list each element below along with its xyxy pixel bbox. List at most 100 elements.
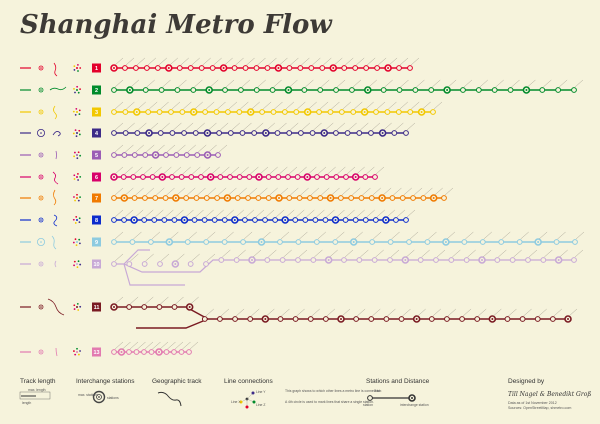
station-label-mark: [240, 166, 249, 175]
station-label-mark: [493, 308, 502, 317]
interchange-station-core: [306, 176, 309, 178]
station-label-mark: [306, 209, 315, 218]
connection-dot: [75, 244, 78, 247]
legend-distance-label: 3 km: [374, 389, 382, 393]
station-label-mark: [279, 187, 289, 196]
station: [274, 130, 281, 136]
station-label-mark: [190, 296, 199, 305]
station-label-mark: [279, 57, 288, 66]
station-label-mark: [114, 209, 124, 218]
legend-connection-dot: [239, 400, 243, 404]
station-label-mark: [149, 101, 158, 110]
line-number-5: 5: [95, 153, 98, 159]
station-label-mark: [153, 166, 162, 175]
connection-center: [76, 197, 78, 199]
legend-station-label: station: [363, 403, 373, 407]
station-label-mark: [255, 122, 264, 131]
station-label-mark: [213, 57, 222, 66]
station-label-mark: [538, 308, 547, 317]
station-label-mark: [218, 187, 227, 196]
station-label-mark: [175, 209, 184, 218]
station: [293, 109, 300, 115]
station: [148, 349, 155, 355]
station-label-mark: [388, 57, 398, 66]
station: [241, 217, 248, 223]
station-label-mark: [362, 187, 371, 196]
station-label-mark: [268, 249, 277, 258]
station: [231, 65, 238, 71]
line-badge: [92, 215, 101, 225]
station: [188, 174, 195, 180]
station-label-mark: [275, 209, 285, 218]
interchange-station-core: [264, 318, 267, 320]
station: [216, 130, 223, 136]
station: [157, 261, 163, 267]
station-label-mark: [301, 122, 310, 131]
station-label-mark: [285, 101, 295, 110]
station-label-mark: [356, 209, 365, 218]
interchange-ring: [38, 217, 44, 223]
station: [158, 87, 165, 93]
station-label-mark: [321, 187, 330, 196]
station-label-mark: [511, 79, 520, 88]
connection-dot: [78, 221, 81, 224]
station-label-mark: [143, 166, 153, 175]
connection-dot: [75, 135, 78, 138]
station: [368, 316, 375, 322]
station-label-mark: [124, 209, 134, 218]
station: [145, 109, 152, 115]
station-label-mark: [171, 101, 181, 110]
station: [242, 65, 249, 71]
station-label-mark: [176, 187, 185, 196]
connection-dot: [77, 173, 79, 175]
station: [389, 195, 396, 201]
station-label-mark: [314, 249, 323, 258]
legend-stations-title: Stations and Distance: [366, 378, 430, 385]
connection-dot: [77, 70, 79, 72]
station: [323, 174, 330, 180]
station: [297, 65, 304, 71]
station: [417, 257, 424, 263]
station-label-mark: [336, 209, 345, 218]
station-label-mark: [327, 166, 336, 175]
station-label-mark: [187, 144, 196, 153]
line-number-2: 2: [95, 88, 98, 94]
station-label-mark: [352, 79, 362, 88]
station-label-mark: [543, 79, 552, 88]
station-label-mark: [400, 79, 409, 88]
station-label-mark: [290, 187, 299, 196]
station: [292, 316, 299, 322]
legend-interchange-station-label: interchange station: [400, 403, 429, 407]
station-label-mark: [447, 308, 457, 317]
connection-dot: [72, 110, 75, 113]
interchange-dot: [40, 154, 42, 156]
interchange-ring: [38, 109, 44, 115]
legend-connection-dot: [245, 405, 249, 409]
station: [317, 87, 324, 93]
station-label-mark: [185, 209, 194, 218]
legend-connections-note2: A 4th circle is used to mark lines that …: [285, 400, 374, 404]
station-label-mark: [228, 187, 237, 196]
station: [549, 316, 556, 322]
station: [270, 109, 277, 115]
station: [395, 109, 402, 115]
interchange-station-core: [557, 259, 560, 261]
connection-center: [76, 306, 78, 308]
station-label-mark: [279, 166, 288, 175]
connection-dot: [77, 199, 80, 202]
station: [314, 174, 320, 180]
interchange-station-core: [352, 241, 355, 243]
station-label-mark: [527, 79, 536, 88]
geographic-track: [52, 171, 59, 185]
station: [539, 87, 546, 93]
connection-dot: [77, 64, 79, 66]
station: [319, 65, 326, 71]
station: [154, 65, 161, 71]
line-number-3: 3: [95, 110, 98, 116]
station: [122, 65, 128, 71]
station-label-mark: [191, 253, 200, 262]
station-label-mark: [160, 101, 169, 110]
station: [297, 130, 304, 136]
station: [348, 195, 355, 201]
